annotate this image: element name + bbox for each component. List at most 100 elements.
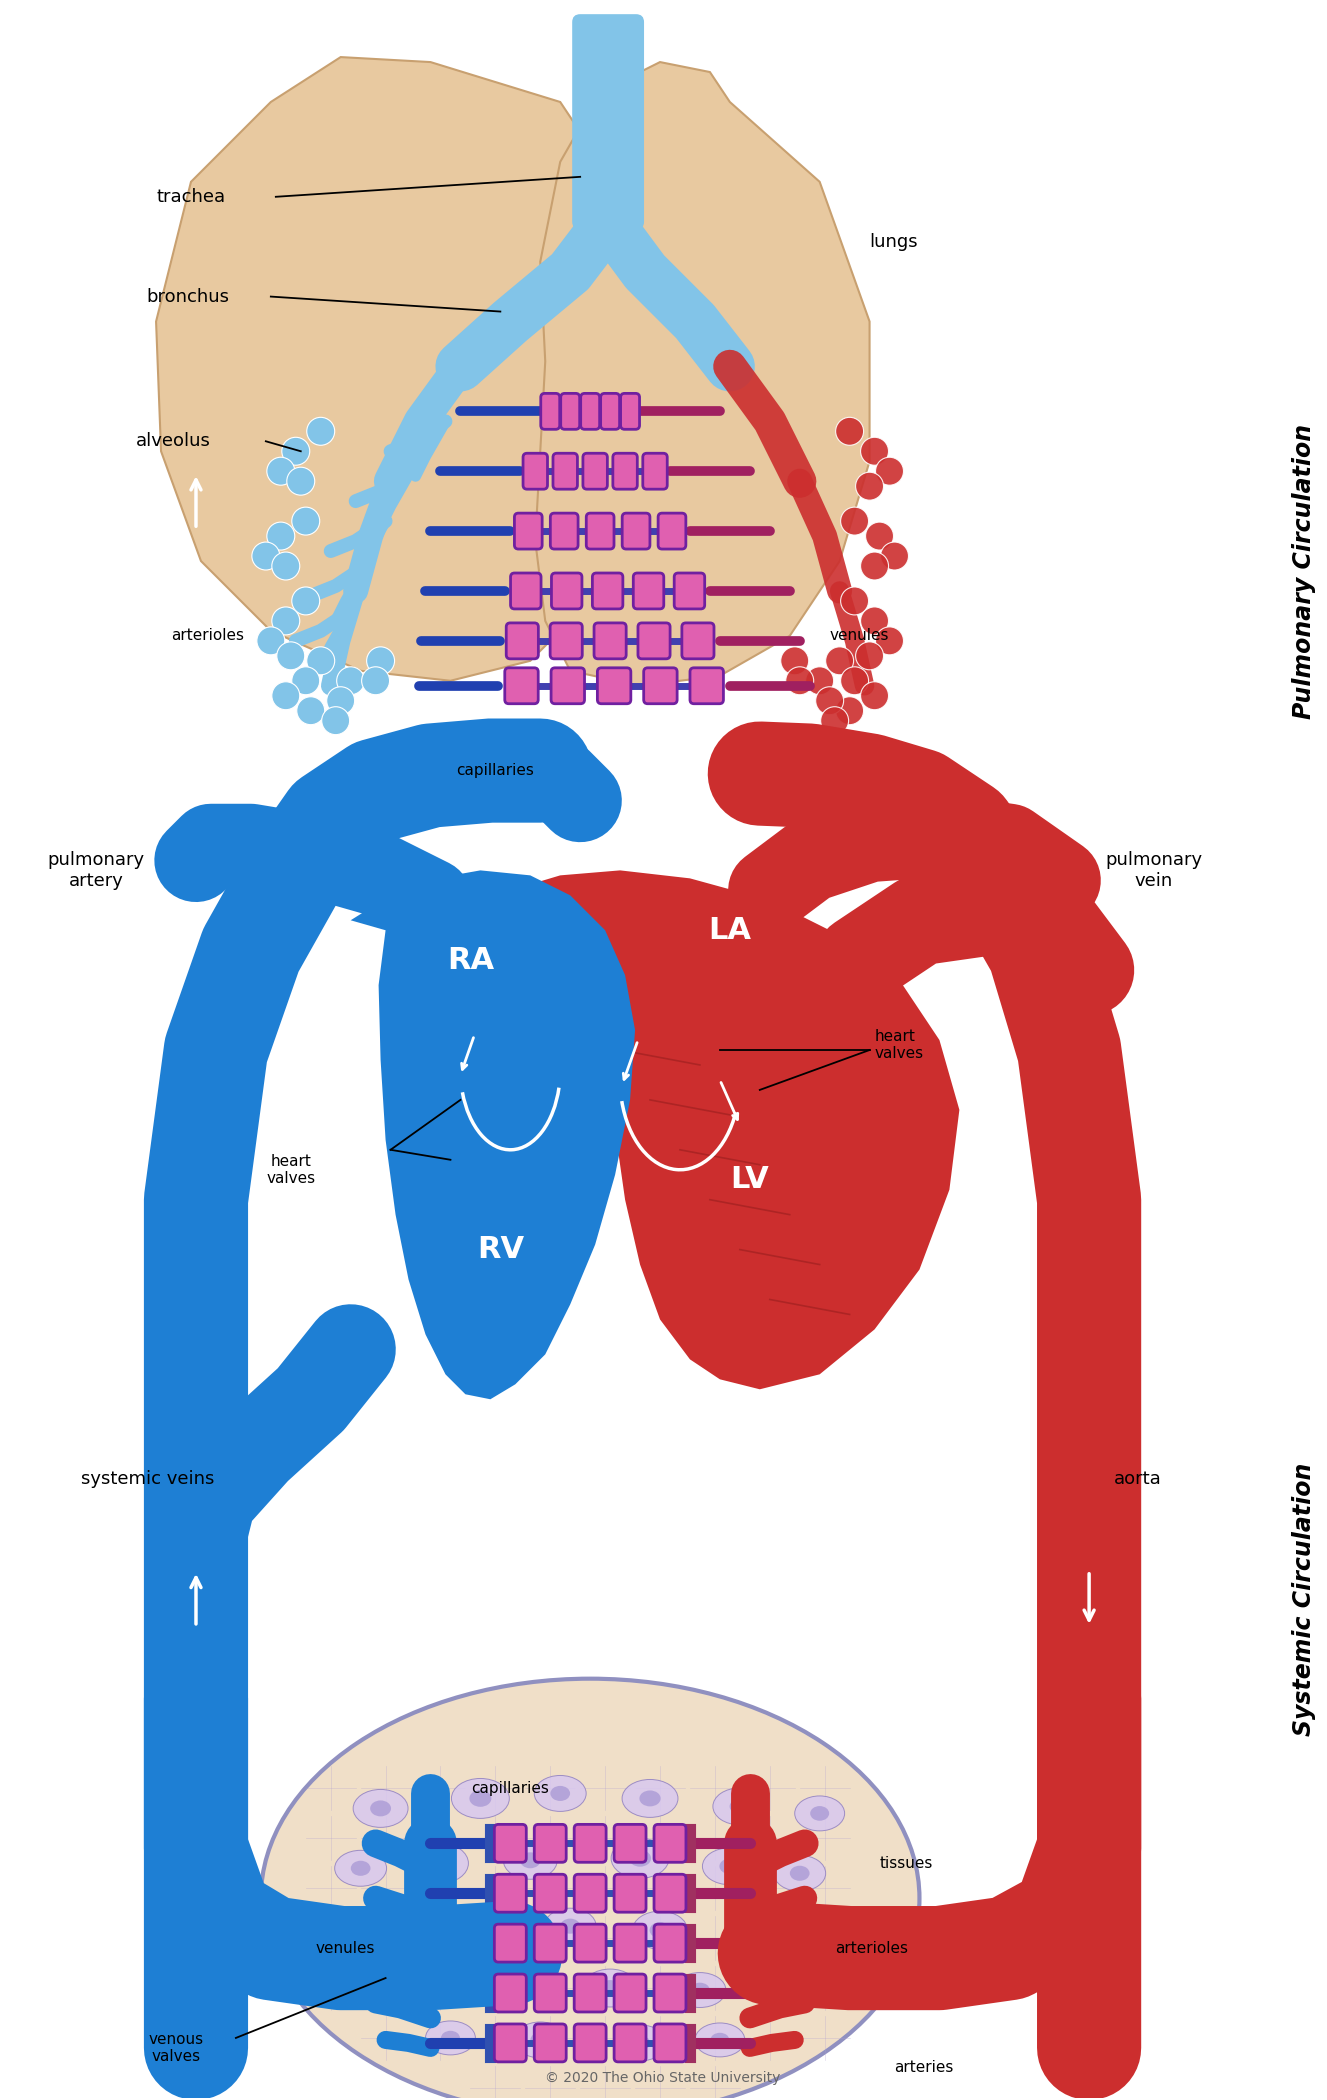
- Circle shape: [876, 458, 904, 485]
- FancyBboxPatch shape: [575, 1875, 606, 1913]
- Ellipse shape: [650, 1922, 670, 1938]
- Circle shape: [881, 542, 909, 569]
- Text: tissues: tissues: [880, 1856, 933, 1871]
- FancyBboxPatch shape: [495, 1875, 527, 1913]
- FancyBboxPatch shape: [654, 1825, 686, 1863]
- Ellipse shape: [560, 1919, 580, 1934]
- Text: LV: LV: [730, 1166, 770, 1195]
- Polygon shape: [535, 63, 869, 687]
- Circle shape: [836, 418, 864, 445]
- FancyBboxPatch shape: [535, 1974, 567, 2012]
- Ellipse shape: [795, 1796, 844, 1831]
- Text: capillaries: capillaries: [471, 1781, 549, 1796]
- Text: venules: venules: [316, 1940, 376, 1955]
- Circle shape: [277, 643, 305, 670]
- Text: venous
valves: venous valves: [149, 2031, 203, 2064]
- FancyBboxPatch shape: [690, 668, 723, 704]
- Circle shape: [865, 523, 893, 550]
- Circle shape: [861, 607, 889, 634]
- FancyBboxPatch shape: [495, 1974, 527, 2012]
- FancyBboxPatch shape: [587, 512, 614, 548]
- Ellipse shape: [500, 1978, 520, 1995]
- Circle shape: [840, 506, 869, 536]
- Circle shape: [267, 523, 295, 550]
- Ellipse shape: [483, 1968, 537, 2005]
- Text: arterioles: arterioles: [171, 628, 244, 643]
- FancyBboxPatch shape: [642, 454, 667, 489]
- Ellipse shape: [774, 1854, 825, 1892]
- Text: lungs: lungs: [869, 233, 918, 250]
- Text: © 2020 The Ohio State University: © 2020 The Ohio State University: [545, 2071, 780, 2085]
- Ellipse shape: [381, 1926, 401, 1940]
- Ellipse shape: [441, 2031, 460, 2045]
- FancyBboxPatch shape: [535, 2024, 567, 2062]
- Ellipse shape: [674, 1972, 726, 2008]
- FancyBboxPatch shape: [583, 454, 608, 489]
- Text: pulmonary
vein: pulmonary vein: [1105, 850, 1202, 890]
- Circle shape: [272, 552, 300, 580]
- FancyBboxPatch shape: [614, 2024, 646, 2062]
- FancyBboxPatch shape: [682, 624, 714, 659]
- Circle shape: [816, 687, 844, 714]
- Ellipse shape: [334, 1850, 386, 1886]
- FancyBboxPatch shape: [621, 393, 640, 428]
- Circle shape: [861, 682, 889, 710]
- FancyBboxPatch shape: [614, 1825, 646, 1863]
- Circle shape: [337, 668, 365, 695]
- Circle shape: [366, 647, 394, 674]
- Text: pulmonary
artery: pulmonary artery: [48, 850, 145, 890]
- Text: trachea: trachea: [157, 187, 226, 206]
- FancyBboxPatch shape: [638, 624, 670, 659]
- Ellipse shape: [453, 1909, 508, 1949]
- Ellipse shape: [723, 1917, 776, 1955]
- FancyBboxPatch shape: [552, 573, 583, 609]
- Text: venules: venules: [829, 628, 889, 643]
- Ellipse shape: [730, 1800, 750, 1814]
- FancyBboxPatch shape: [575, 2024, 606, 2062]
- Ellipse shape: [600, 1980, 621, 1995]
- Circle shape: [292, 668, 320, 695]
- Circle shape: [840, 668, 869, 695]
- Text: alveolus: alveolus: [137, 433, 211, 449]
- FancyBboxPatch shape: [614, 1875, 646, 1913]
- Ellipse shape: [811, 1806, 829, 1821]
- Circle shape: [307, 647, 334, 674]
- FancyBboxPatch shape: [495, 2024, 527, 2062]
- Circle shape: [272, 682, 300, 710]
- Ellipse shape: [780, 1976, 799, 1991]
- FancyBboxPatch shape: [674, 573, 705, 609]
- Circle shape: [836, 697, 864, 724]
- Circle shape: [252, 542, 280, 569]
- Circle shape: [780, 647, 808, 674]
- FancyBboxPatch shape: [523, 454, 548, 489]
- Ellipse shape: [470, 1919, 491, 1936]
- FancyBboxPatch shape: [592, 573, 622, 609]
- Ellipse shape: [503, 1842, 557, 1880]
- Ellipse shape: [451, 1779, 510, 1819]
- FancyBboxPatch shape: [633, 573, 664, 609]
- Ellipse shape: [702, 1848, 758, 1884]
- Circle shape: [257, 628, 285, 655]
- Ellipse shape: [630, 2035, 650, 2050]
- FancyBboxPatch shape: [535, 1875, 567, 1913]
- FancyBboxPatch shape: [622, 512, 650, 548]
- Circle shape: [840, 588, 869, 615]
- FancyBboxPatch shape: [654, 2024, 686, 2062]
- Text: aorta: aorta: [1115, 1470, 1162, 1489]
- Circle shape: [287, 466, 314, 496]
- FancyBboxPatch shape: [575, 1825, 606, 1863]
- Circle shape: [856, 472, 884, 500]
- Circle shape: [307, 418, 334, 445]
- Ellipse shape: [551, 1785, 571, 1802]
- Ellipse shape: [739, 1928, 760, 1945]
- Ellipse shape: [364, 1915, 418, 1953]
- Text: heart
valves: heart valves: [874, 1029, 924, 1060]
- Ellipse shape: [713, 1787, 767, 1825]
- Text: RV: RV: [476, 1235, 524, 1264]
- Text: Systemic Circulation: Systemic Circulation: [1291, 1462, 1315, 1735]
- Ellipse shape: [633, 1911, 687, 1949]
- Circle shape: [786, 668, 813, 695]
- Ellipse shape: [370, 1800, 391, 1816]
- Text: heart
valves: heart valves: [267, 1153, 316, 1186]
- Circle shape: [861, 552, 889, 580]
